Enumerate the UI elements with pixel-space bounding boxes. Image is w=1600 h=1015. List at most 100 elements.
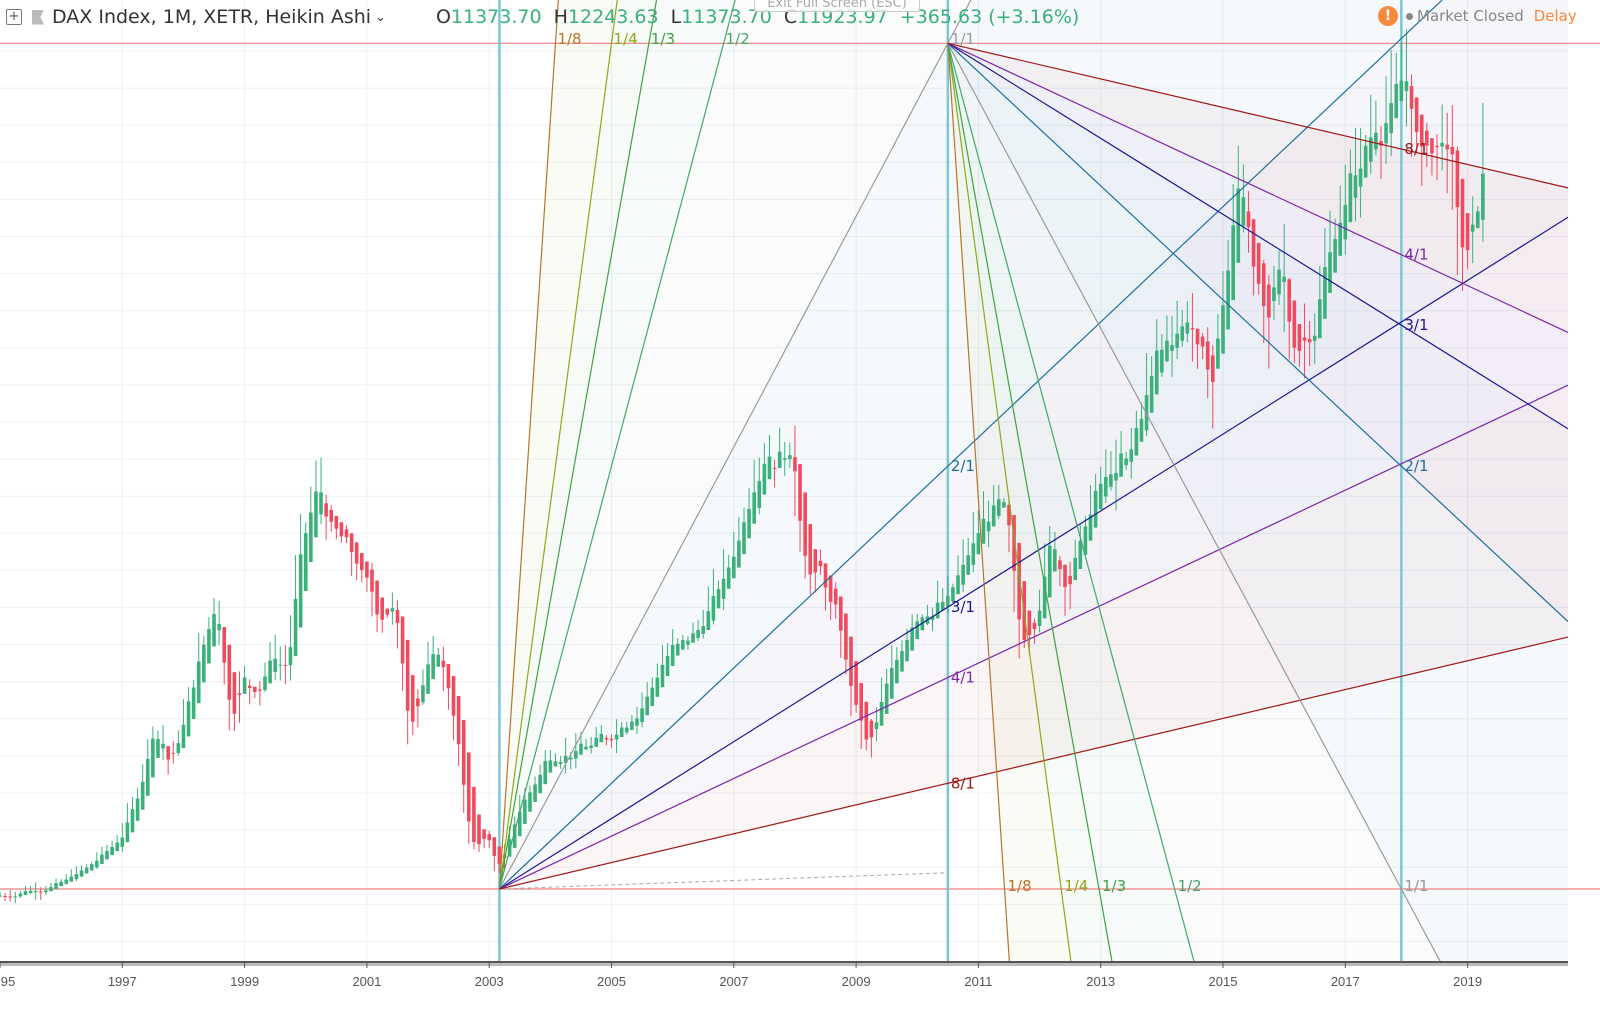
legend-header: + DAX Index, 1M, XETR, Heikin Ashi ⌄ O 11… (0, 4, 1079, 30)
time-axis[interactable]: 95 1997 1999 2001 2003 2005 2007 2009 2011 2013 20… (0, 961, 1568, 989)
candle-up (762, 463, 767, 495)
candle-down (1195, 328, 1200, 345)
fan-label: 8/1 (951, 774, 975, 792)
candle-up (1088, 514, 1093, 541)
open-label: O (435, 6, 451, 28)
candle-up (981, 518, 986, 544)
candle-down (344, 529, 349, 538)
candle-up (110, 847, 114, 856)
candle-up (966, 555, 971, 575)
chevron-down-icon[interactable]: ⌄ (375, 9, 386, 25)
candle-up (711, 596, 716, 621)
candle-up (1093, 490, 1098, 528)
candle-up (523, 799, 527, 824)
warning-icon[interactable]: ! (1378, 6, 1398, 26)
candle-down (375, 580, 379, 615)
symbol-title[interactable]: DAX Index, 1M, XETR, Heikin Ashi (52, 6, 372, 28)
delay-label[interactable]: Delay (1533, 7, 1577, 25)
candle-up (650, 687, 655, 707)
candle-down (1302, 337, 1307, 341)
candle-down (1063, 564, 1067, 588)
candle-up (1343, 205, 1348, 240)
candle-up (1399, 80, 1404, 102)
high-value: 12243.63 (567, 6, 659, 28)
fan-fill (499, 0, 1568, 889)
candle-down (8, 896, 12, 898)
candle-up (701, 626, 706, 634)
gann-fans[interactable] (498, 0, 1569, 963)
candle-up (95, 860, 99, 868)
fan-label: 8/1 (1404, 140, 1428, 158)
candle-down (3, 896, 7, 898)
candle-down (1200, 336, 1205, 347)
candle-up (946, 596, 950, 607)
fan-line-1-3 (498, 0, 658, 890)
candle-up (706, 611, 711, 631)
candle-up (431, 654, 435, 680)
axis-tick-label: 2015 (1209, 974, 1238, 989)
candle-up (1348, 173, 1353, 223)
candle-down (1430, 138, 1434, 154)
candle-up (884, 683, 889, 714)
candle-up (558, 761, 563, 764)
candle-up (1353, 175, 1358, 198)
candle-up (579, 743, 583, 755)
candle-down (818, 560, 823, 567)
fan-label: 3/1 (1404, 316, 1428, 334)
candle-up (18, 893, 23, 897)
candle-down (1012, 515, 1016, 571)
candle-down (171, 752, 176, 754)
exit-fullscreen-button[interactable]: Exit Full Screen (ESC) (754, 0, 920, 12)
candle-up (686, 640, 690, 645)
add-icon[interactable]: + (6, 9, 22, 25)
candle-up (691, 633, 695, 643)
fan-line-1-8 (498, 0, 559, 890)
fan-label: 3/1 (951, 598, 975, 616)
candle-up (1389, 103, 1393, 134)
candle-up (105, 850, 109, 860)
candle-up (202, 644, 206, 683)
candle-up (1470, 224, 1475, 232)
candle-up (1037, 610, 1042, 626)
candle-up (100, 854, 104, 864)
fan-line-1-4 (498, 0, 618, 890)
trend-line (499, 872, 948, 890)
candle-up (79, 870, 84, 877)
open-value: 11373.70 (450, 6, 542, 28)
candle-up (49, 887, 53, 892)
candle-up (635, 718, 639, 726)
candle-up (176, 743, 181, 754)
candle-up (665, 655, 670, 677)
candle-up (782, 458, 787, 460)
fan-labels: 1/8 1/4 1/3 1/2 1/1 2/1 3/1 4/1 8/1 1/8 1/4 1/3 1/2 1… (557, 30, 1428, 895)
change-value: +365.63 (+3.16%) (899, 6, 1080, 28)
axis-tick-label: 2019 (1453, 974, 1482, 989)
candle-up (1078, 540, 1083, 569)
candle-up (1272, 287, 1276, 302)
axis-tick-label: 2009 (842, 974, 871, 989)
candle-up (660, 664, 665, 688)
candle-down (349, 533, 354, 553)
candle-up (1047, 545, 1052, 598)
candle-up (630, 721, 634, 730)
candle-up (517, 811, 522, 837)
fan-label: 1/4 (1064, 877, 1088, 895)
candle-up (156, 739, 160, 758)
axis-tick-label: 2003 (475, 974, 504, 989)
candle-up (1083, 526, 1088, 555)
fan-line-2-1 (947, 42, 1569, 622)
candle-up (1231, 225, 1235, 301)
fan-label: 2/1 (951, 457, 975, 475)
flag-icon[interactable] (32, 9, 44, 25)
candle-up (742, 522, 746, 555)
candle-up (314, 491, 318, 538)
candle-up (145, 758, 150, 796)
fan-fill (947, 43, 1568, 963)
candle-up (1358, 168, 1363, 187)
candle-down (227, 644, 232, 700)
candle-down (502, 855, 507, 858)
candle-down (354, 542, 359, 564)
fan-label: 4/1 (951, 669, 975, 687)
candle-up (263, 676, 267, 691)
